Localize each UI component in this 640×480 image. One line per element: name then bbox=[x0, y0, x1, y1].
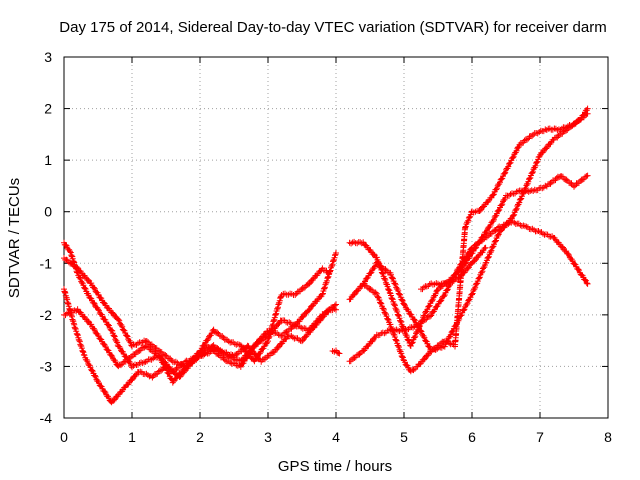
x-tick-label: 1 bbox=[128, 429, 136, 445]
series-track-7 bbox=[346, 105, 591, 355]
series-track-5 bbox=[346, 218, 591, 365]
x-tick-label: 6 bbox=[468, 429, 476, 445]
marker-track bbox=[346, 105, 591, 355]
x-tick-label: 4 bbox=[332, 429, 340, 445]
series-track-10 bbox=[329, 347, 343, 357]
y-tick-label: -1 bbox=[40, 255, 53, 271]
y-tick-label: 1 bbox=[44, 152, 52, 168]
marker-track bbox=[346, 218, 591, 365]
x-tick-label: 5 bbox=[400, 429, 408, 445]
series-track-4 bbox=[61, 265, 333, 386]
marker-track bbox=[329, 347, 343, 357]
y-tick-labels: -4 -3 -2 -1 0 1 2 3 bbox=[40, 49, 53, 426]
chart-title: Day 175 of 2014, Sidereal Day-to-day VTE… bbox=[59, 19, 606, 36]
y-axis-label: SDTVAR / TECUs bbox=[6, 178, 23, 298]
y-tick-label: -3 bbox=[40, 358, 53, 374]
y-tick-label: 0 bbox=[44, 204, 52, 220]
marker-track bbox=[346, 172, 591, 349]
x-tick-labels: 0 1 2 3 4 5 6 7 8 bbox=[60, 429, 612, 445]
series-track-8 bbox=[360, 110, 591, 375]
x-tick-label: 2 bbox=[196, 429, 204, 445]
grid-lines bbox=[64, 57, 608, 418]
y-tick-label: -2 bbox=[40, 307, 53, 323]
marker-track bbox=[360, 110, 591, 375]
y-tick-label: -4 bbox=[40, 410, 53, 426]
y-tick-label: 3 bbox=[44, 49, 52, 65]
series-track-9 bbox=[418, 244, 489, 293]
marker-track bbox=[61, 265, 333, 386]
x-tick-label: 0 bbox=[60, 429, 68, 445]
series-track-6 bbox=[346, 172, 591, 349]
x-axis-label: GPS time / hours bbox=[278, 458, 392, 475]
axis-ticks bbox=[63, 56, 609, 419]
y-tick-label: 2 bbox=[44, 101, 52, 117]
data-series bbox=[61, 105, 591, 406]
x-tick-label: 7 bbox=[536, 429, 544, 445]
marker-track bbox=[418, 244, 489, 293]
x-tick-label: 8 bbox=[604, 429, 612, 445]
x-tick-label: 3 bbox=[264, 429, 272, 445]
